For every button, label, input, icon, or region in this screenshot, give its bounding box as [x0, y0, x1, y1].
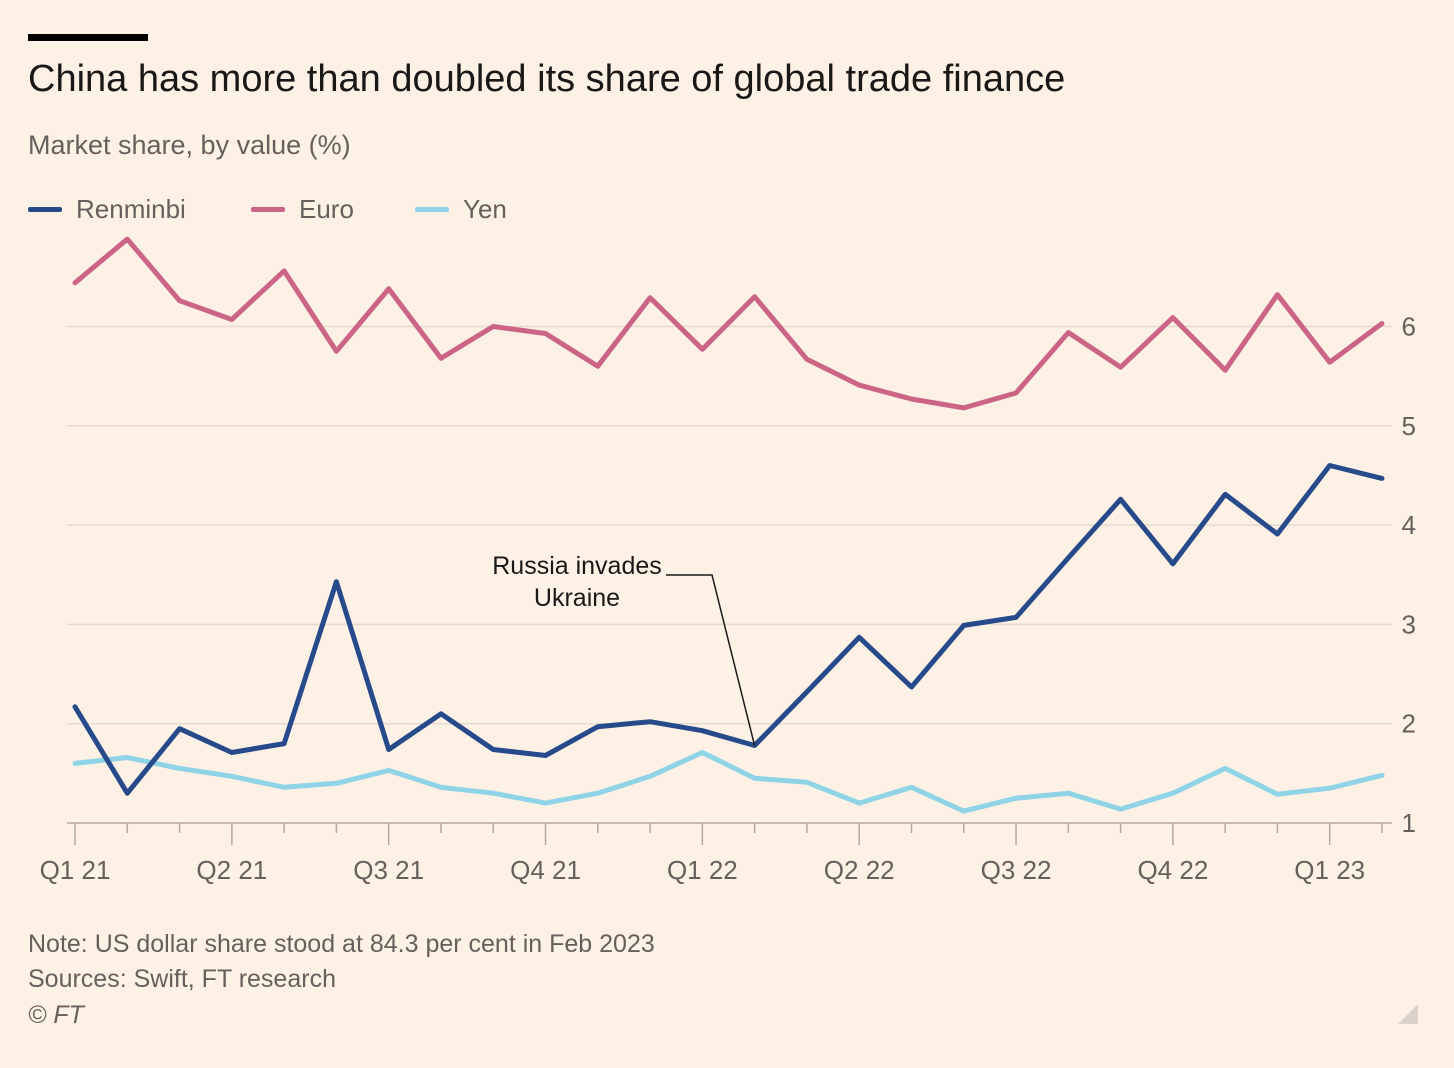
legend-label-euro: Euro [299, 194, 354, 224]
x-tick-label-q3-22: Q3 22 [981, 855, 1052, 885]
x-tick-label-q1-21: Q1 21 [40, 855, 111, 885]
x-tick-label-q4-22: Q4 22 [1137, 855, 1208, 885]
y-tick-label-4: 4 [1402, 510, 1416, 540]
source-line: Sources: Swift, FT research [28, 965, 336, 993]
series-line-renminbi [72, 463, 1385, 796]
y-tick-label-5: 5 [1402, 411, 1416, 441]
series-line-yen [72, 750, 1385, 814]
legend-item-euro: Euro [251, 194, 354, 225]
annotation-leader-line [666, 574, 756, 746]
header-rule [28, 34, 148, 41]
legend-label-yen: Yen [463, 194, 507, 224]
y-tick-label-6: 6 [1402, 312, 1416, 342]
legend-item-yen: Yen [415, 194, 507, 225]
legend-swatch-euro [251, 207, 285, 212]
footnote: Note: US dollar share stood at 84.3 per … [28, 930, 655, 958]
y-tick-label-3: 3 [1402, 609, 1416, 639]
x-tick-label-q2-22: Q2 22 [824, 855, 895, 885]
resize-corner-icon [1398, 1004, 1418, 1024]
x-tick-label-q4-21: Q4 21 [510, 855, 581, 885]
annotation-text-line-2: Ukraine [534, 584, 620, 612]
y-tick-label-1: 1 [1402, 808, 1416, 838]
legend-item-renminbi: Renminbi [28, 194, 186, 225]
x-tick-label-q1-23: Q1 23 [1294, 855, 1365, 885]
legend-swatch-yen [415, 207, 449, 212]
x-tick-label-q2-21: Q2 21 [196, 855, 267, 885]
chart-title: China has more than doubled its share of… [28, 58, 1066, 100]
chart-subtitle: Market share, by value (%) [28, 130, 351, 160]
copyright: © FT [28, 1001, 84, 1029]
x-tick-label-q1-22: Q1 22 [667, 855, 738, 885]
legend-label-renminbi: Renminbi [76, 194, 186, 224]
legend-swatch-renminbi [28, 207, 62, 212]
y-tick-label-2: 2 [1402, 709, 1416, 739]
series-line-euro [72, 236, 1385, 411]
x-tick-label-q3-21: Q3 21 [353, 855, 424, 885]
annotation-text-line-1: Russia invades [492, 552, 662, 580]
